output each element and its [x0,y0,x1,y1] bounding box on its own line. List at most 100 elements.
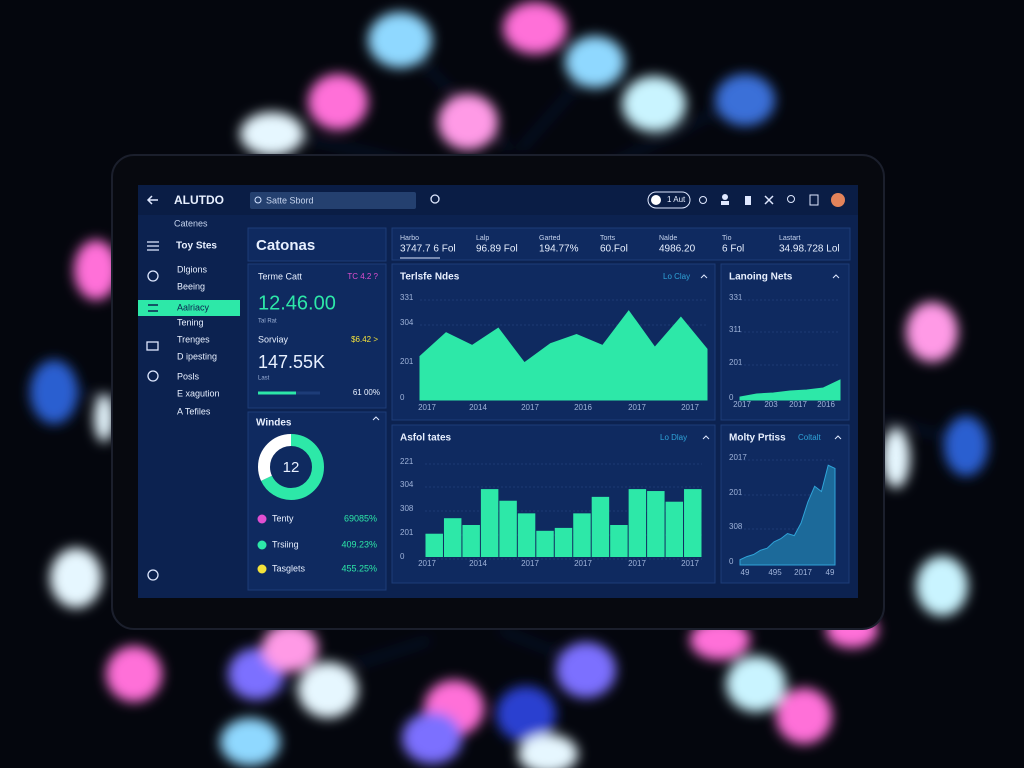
area [419,310,708,401]
chart-title: Asfol tates [400,433,452,444]
y-tick-label: 304 [400,318,414,327]
y-tick-label: 0 [400,552,405,561]
chart-title: Terlsfe Ndes [400,272,460,283]
bar [573,513,591,557]
nav-item[interactable]: Beeing [177,281,205,291]
x-tick-label: 2017 [521,403,539,412]
legend-name: Tasglets [272,563,306,573]
y-tick-label: 221 [400,457,414,466]
nav-item[interactable]: D ipesting [177,351,217,361]
x-tick-label: 2016 [574,403,592,412]
back-button[interactable] [146,195,158,205]
x-tick-label: 2017 [418,403,436,412]
nav-item[interactable]: Toy Stes [176,241,217,252]
stat-label: Garted [539,235,561,242]
search-box[interactable] [250,192,416,209]
nav-item[interactable]: Posls [177,371,200,381]
y-tick-label: 2017 [729,453,747,462]
search-button[interactable] [430,194,440,204]
chart-link[interactable]: Lo Clay [663,272,690,281]
metric-badge: $6.42 > [351,335,378,344]
active-nav-icon [148,304,158,312]
chart-link[interactable]: Coltalt [798,433,821,442]
stat-value: 6 Fol [722,244,744,255]
bar [684,489,702,557]
bar [610,524,628,557]
collapse-caret[interactable] [372,416,380,421]
y-tick-label: 201 [400,528,414,537]
stat-value: 3747.7 6 Fol [400,244,456,255]
bar [425,533,443,557]
bar [665,501,684,557]
nav-item[interactable]: Trenges [177,334,210,344]
bar [443,518,462,557]
x-tick-label: 2014 [469,403,487,412]
x-tick-label: 2017 [794,568,812,577]
chart-title: Molty Prtiss [729,433,786,444]
x-tick-label: 2017 [681,403,699,412]
stat-label: Tio [722,235,732,242]
stat-label: Nalde [659,235,677,242]
bar [517,513,536,557]
nav-item[interactable]: Tening [177,317,204,327]
collapse-caret[interactable] [832,274,840,279]
x-tick-label: 2017 [628,559,646,568]
donut-center: 12 [283,459,300,476]
legend-value: 409.23% [341,539,377,549]
legend-name: Tenty [272,513,294,523]
sidebar-icons[interactable] [146,241,159,581]
bar [647,491,665,557]
x-tick-label: 2017 [521,559,539,568]
legend-dot [257,514,267,524]
legend-value: 69085% [344,513,377,523]
bar [536,530,554,557]
metric-note: 61 00% [353,388,380,397]
collapse-caret[interactable] [700,274,708,279]
app-title: ALUTDO [174,193,224,207]
y-tick-label: 201 [729,488,743,497]
y-tick-label: 0 [729,393,734,402]
y-tick-label: 0 [729,557,734,566]
y-tick-label: 0 [400,393,405,402]
collapse-caret[interactable] [702,435,710,440]
search-icon [254,196,262,204]
donut-title: Windes [256,418,292,429]
y-tick-label: 308 [400,504,414,513]
search-placeholder: Satte Sbord [266,195,314,205]
legend-value: 455.25% [341,563,377,573]
x-tick-label: 2017 [574,559,592,568]
bar [462,524,480,557]
y-tick-label: 331 [400,293,414,302]
bar [628,489,647,557]
nav-item[interactable]: E xagution [177,388,220,398]
chart-link[interactable]: Lo Dlay [660,433,687,442]
account-avatar [651,195,661,205]
sidebar-heading: Catenes [174,218,208,228]
bar [499,500,517,557]
toolbar-icons[interactable] [699,193,846,207]
bar [480,489,499,557]
chart-title: Lanoing Nets [729,272,793,283]
donut-hole [272,448,310,486]
metric-value: 147.55K [258,352,325,372]
page-title: Catonas [256,237,315,254]
nav-item[interactable]: A Tefiles [177,406,211,416]
stat-value: 60.Fol [600,244,628,255]
x-tick-label: 495 [768,568,782,577]
x-tick-label: 203 [764,400,778,409]
stat-value: 194.77% [539,244,579,255]
account-label: 1 Aut [667,195,686,204]
y-tick-label: 308 [729,522,743,531]
collapse-caret[interactable] [834,435,842,440]
x-tick-label: 49 [826,568,835,577]
nav-item[interactable]: Dlgions [177,264,208,274]
y-tick-label: 201 [400,357,414,366]
nav-item[interactable]: Aalriacy [177,302,210,312]
y-tick-label: 331 [729,293,743,302]
metric-sub: Last [258,376,270,382]
x-tick-label: 2014 [469,559,487,568]
bokeh-background [30,2,988,768]
metric-sub: Tal Rat [258,319,277,325]
